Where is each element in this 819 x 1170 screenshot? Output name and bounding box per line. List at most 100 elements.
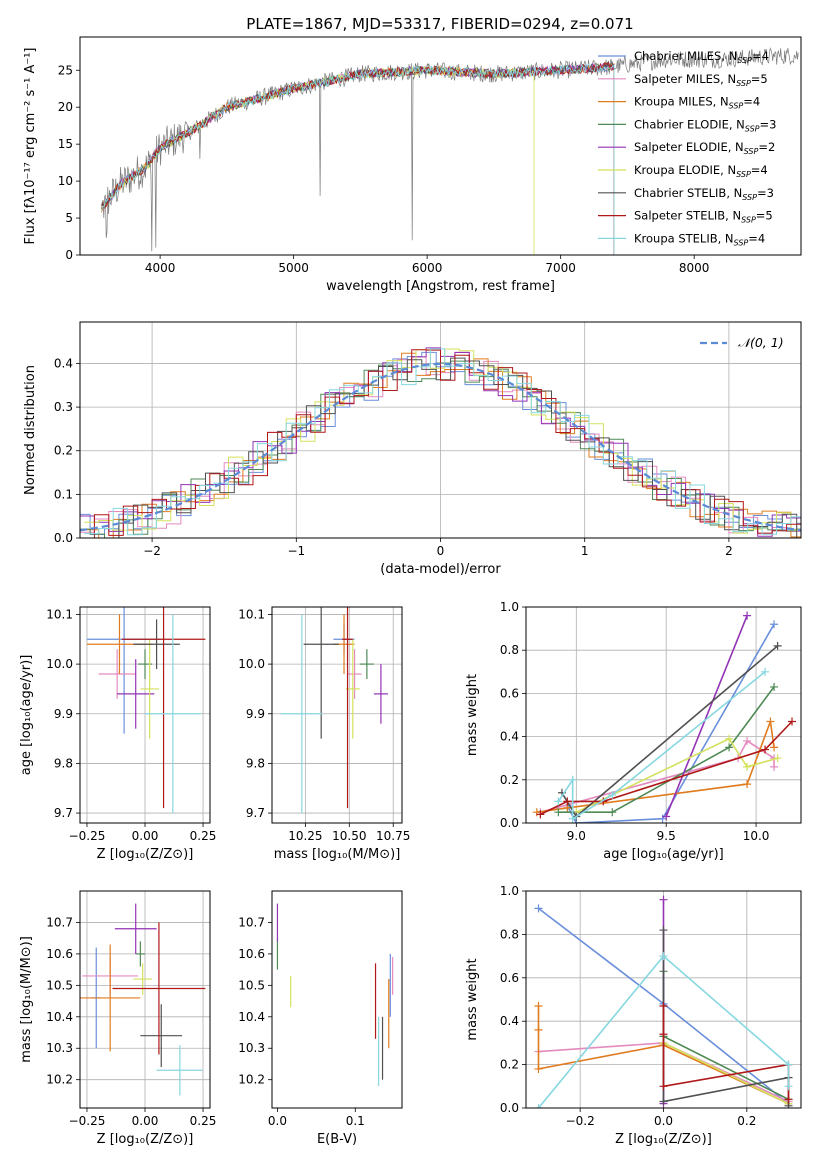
x-tick-label: −0.25 [69,1114,106,1128]
y-tick-label: 0.0 [500,1101,519,1115]
y-tick-label: 0 [65,248,73,262]
errorbar-point [145,614,201,814]
y-tick-label: 0.4 [500,730,519,744]
weight-series-line [561,645,779,818]
z-age-panel: −0.25 0.00 0.25 9.7 9.8 9.9 10.0 10.1 Z [log₁₀(Z… [19,606,216,862]
y-tick-label: 10.2 [46,1073,73,1087]
axes-frame [271,606,403,824]
y-tick-label: 9.7 [54,806,73,820]
weight-marker [568,775,577,784]
x-tick-label: 0.0 [654,1114,673,1128]
x-tick-label: 10.75 [376,829,410,843]
weight-marker [770,762,779,771]
weight-marker [608,790,617,799]
x-tick-label: 0.0 [268,1114,287,1128]
x-tick-label: −1 [287,544,305,558]
x-tick-label: 0.2 [737,1114,756,1128]
z-mass-content [80,903,206,1096]
spectrum-model-line [101,61,615,255]
ebv-mass-panel: 0.0 0.1 10.2 10.3 10.4 10.5 10.6 10.7 E(B-V) [238,890,403,1147]
weight-marker [659,1082,668,1091]
y-tick-label: 10.6 [238,947,265,961]
y-tick-label: 10.4 [46,1010,73,1024]
x-tick-label: 1 [581,544,589,558]
ebv-mass-content [276,903,394,1086]
x-tick-label: 10.50 [332,829,366,843]
legend-entry: Salpeter ELODIE, NSSP=2 [634,140,775,156]
residual-histogram-step [80,351,801,535]
y-axis-label: age [log₁₀(age/yr)] [19,655,34,776]
x-tick-label: −2 [143,544,161,558]
y-tick-label: 0.2 [500,1058,519,1072]
x-tick-label: 6000 [412,261,443,275]
x-tick-label: 9.0 [567,829,586,843]
spectrum-model-line [101,62,615,255]
z-age-content [86,607,206,814]
residuals-panel: −2 −1 0 1 2 0.0 0.1 0.2 0.3 0.4 (data-model)/error… [23,321,802,577]
errorbar-point [98,649,136,699]
z-weight-content [534,895,793,1108]
y-tick-label: 10.5 [46,978,73,992]
weight-marker [554,808,563,817]
weight-marker [743,762,752,771]
y-tick-label: 0.0 [54,531,73,545]
x-tick-label: 10.0 [743,829,770,843]
x-axis-label: E(B-V) [317,1132,357,1147]
weight-marker [788,717,797,726]
residual-histogram-step [80,357,801,538]
weight-marker [659,952,668,961]
spectrum-model-line [101,65,535,255]
weight-marker [659,1030,668,1039]
errorbar-point [303,607,339,739]
spectrum-model-line [101,63,615,255]
mass-age-content [280,607,388,814]
x-tick-label: 8000 [679,261,710,275]
y-tick-label: 1.0 [500,884,519,898]
x-tick-label: 5000 [278,261,309,275]
weight-marker [784,1060,793,1069]
y-tick-label: 9.8 [54,756,73,770]
weight-marker [761,745,770,754]
weight-marker [784,1095,793,1104]
y-tick-label: 10.1 [238,607,265,621]
figure-title: PLATE=1867, MJD=53317, FIBERID=0294, z=0… [246,15,633,33]
y-axis-label: Normed distribution [23,365,38,495]
mass-age-panel: 10.25 10.50 10.75 9.7 9.8 9.9 10.0 10.1 mass [lo… [238,606,410,862]
weight-series [536,717,797,819]
errorbar-point [114,903,157,954]
y-tick-label: 9.9 [54,707,73,721]
errorbar-point [342,607,353,809]
spectrum-model-line [101,61,615,255]
x-axis-label: (data-model)/error [380,562,501,577]
spectrum-model-line [101,62,615,255]
legend-entry: Salpeter STELIB, NSSP=5 [634,209,773,225]
y-tick-label: 20 [58,100,73,114]
y-tick-label: 0.4 [500,1014,519,1028]
y-tick-label: 0.4 [54,356,73,370]
x-tick-label: −0.2 [566,1114,595,1128]
x-axis-label: Z [log₁₀(Z/Z⊙)] [97,847,194,862]
x-axis-label: mass [log₁₀(M/M⊙)] [274,847,401,862]
residual-histogram-step [84,348,801,536]
legend-entry: Kroupa ELODIE, NSSP=4 [634,163,768,179]
weight-marker [659,1097,668,1106]
spectrum-model-line [101,62,615,255]
legend-entry: 𝒩(0, 1) [738,335,784,350]
weight-marker [659,1002,668,1011]
weight-marker [773,754,782,763]
y-tick-label: 10.5 [238,978,265,992]
axes-frame [79,36,802,256]
weight-marker [659,926,668,935]
residual-histogram-step [84,352,801,538]
weight-marker [534,904,543,913]
y-tick-label: 10.0 [46,657,73,671]
legend-entry: Chabrier MILES, NSSP=4 [634,49,769,65]
spectrum-legend: Chabrier MILES, NSSP=4 Salpeter MILES, NS… [598,49,776,247]
weight-series-line [575,737,778,813]
x-tick-label: 2 [725,544,733,558]
errorbar-point [280,614,323,814]
z-weight-panel: −0.2 0.0 0.2 0.0 0.2 0.4 0.6 0.8 1.0 Z [log₁₀(Z/Z… [465,884,802,1147]
x-axis-label: Z [log₁₀(Z/Z⊙)] [615,1132,712,1147]
weight-series [659,926,793,1108]
